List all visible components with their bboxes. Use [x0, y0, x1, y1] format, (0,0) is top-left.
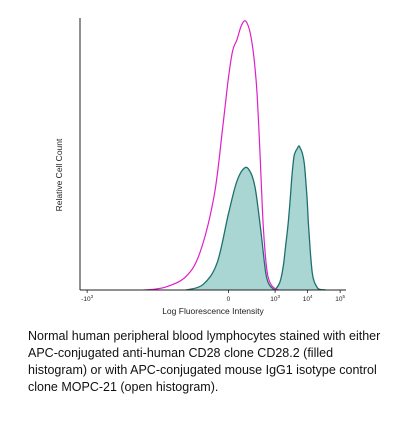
y-axis-title: Relative Cell Count: [54, 138, 64, 211]
x-tick-label: 0: [227, 296, 231, 303]
filled-histogram-outline: [185, 145, 326, 291]
x-tick-label: -103: [81, 294, 93, 303]
series-layer: [143, 20, 326, 291]
x-tick-label: 105: [335, 294, 345, 303]
x-axis-title: Log Fluorescence Intensity: [162, 306, 264, 316]
open-histogram-line: [143, 20, 279, 291]
histogram-chart: -103 0 103 104 105 Log Fluorescence Intensit…: [54, 18, 346, 316]
x-tick-layer: -103 0 103 104 105: [81, 290, 346, 303]
x-tick-label: 104: [303, 294, 313, 303]
x-tick-label: 103: [270, 294, 280, 303]
filled-histogram-area: [186, 145, 326, 290]
figure-caption: Normal human peripheral blood lymphocyte…: [28, 329, 381, 394]
